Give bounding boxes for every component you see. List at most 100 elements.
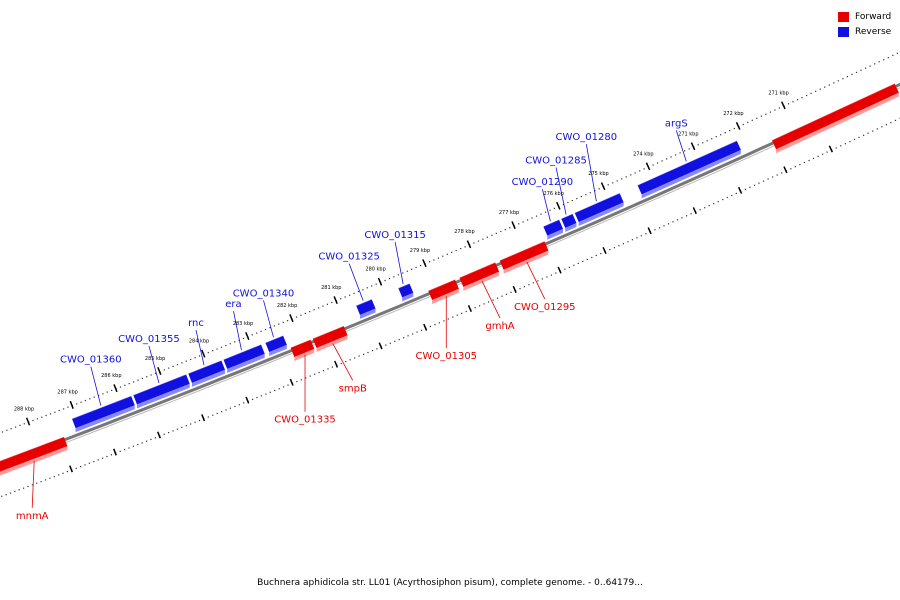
scale-dot	[537, 280, 539, 282]
scale-dot	[792, 101, 794, 103]
tick-label: 274 kbp	[633, 151, 653, 157]
scale-dot	[576, 198, 578, 200]
scale-dot	[146, 440, 148, 442]
gene-bar	[290, 339, 315, 357]
label-leader	[348, 263, 364, 301]
gene-highlight	[637, 140, 737, 186]
gene-CWO_01305	[428, 279, 459, 305]
scale-dot	[639, 170, 641, 172]
scale-dot	[451, 251, 453, 253]
scale-dot	[828, 84, 830, 86]
legend-forward: Forward	[838, 9, 891, 24]
gene-highlight	[0, 436, 65, 462]
scale-dot	[300, 379, 302, 381]
scale-dot	[519, 288, 521, 290]
scale-dot	[652, 164, 654, 166]
scale-dot	[41, 416, 43, 418]
scale-dot	[256, 397, 258, 399]
scale-dot	[141, 377, 143, 379]
gene-label: argS	[665, 118, 688, 129]
scale-dot	[640, 235, 642, 237]
scale-dot	[398, 339, 400, 341]
gene-depth	[578, 202, 624, 227]
tick-label: 286 kbp	[101, 373, 121, 379]
scale-dot	[819, 88, 821, 90]
scale-dot	[585, 194, 587, 196]
scale-dot	[767, 178, 769, 180]
tick-track: 271 kbp 272 kbp 271 kbp 274 kbp 275 kbp 276 k…	[1, 52, 900, 497]
scale-dot	[491, 234, 493, 236]
scale-dot	[80, 466, 82, 468]
scale-dot	[679, 152, 681, 154]
scale-dot	[630, 174, 632, 176]
scale-dot	[567, 201, 569, 204]
gene-bar	[398, 283, 414, 298]
scale-dot	[812, 157, 815, 159]
scale-dot	[36, 418, 38, 420]
scale-dot	[93, 461, 95, 463]
scale-dot	[411, 268, 413, 270]
scale-dot	[896, 52, 898, 54]
scale-dot	[44, 479, 47, 481]
scale-dot	[58, 409, 60, 412]
scale-dot	[63, 408, 65, 410]
scale-dot	[544, 211, 547, 213]
scale-dot	[672, 221, 674, 223]
scale-dot	[686, 215, 688, 217]
scale-dot	[586, 258, 588, 261]
scale-dot	[190, 358, 192, 361]
scale-dot	[758, 182, 760, 184]
gene-highlight	[312, 325, 344, 340]
scale-dot	[769, 111, 771, 113]
scale-dot	[212, 350, 214, 352]
scale-dot	[781, 172, 783, 174]
scale-dot	[580, 196, 582, 198]
label-leader	[195, 330, 205, 366]
minor-tick	[245, 396, 250, 404]
scale-dot	[345, 361, 347, 363]
scale-dot	[119, 386, 122, 388]
scale-dot	[207, 416, 209, 418]
scale-dot	[376, 348, 378, 350]
legend-reverse: Reverse	[838, 24, 891, 39]
scale-dot	[797, 99, 799, 101]
scale-dot	[853, 138, 856, 141]
gene-depth	[402, 292, 414, 302]
scale-dot	[45, 414, 47, 417]
backbone-line	[0, 82, 900, 466]
scale-dot	[461, 312, 463, 314]
scale-dot	[40, 481, 42, 483]
tick-label: 278 kbp	[454, 229, 474, 235]
gene-depth	[0, 446, 68, 476]
scale-dot	[385, 344, 387, 346]
scale-dot	[799, 164, 801, 166]
scale-dot	[331, 301, 333, 304]
scale-dot	[810, 92, 812, 94]
scale-dot	[327, 368, 329, 370]
scale-dot	[128, 447, 130, 449]
scale-dot	[571, 200, 573, 202]
minor-tick	[737, 186, 743, 194]
scale-dot	[406, 270, 408, 272]
scale-dot	[744, 188, 746, 190]
scale-dot	[722, 199, 724, 201]
scale-dot	[367, 351, 369, 354]
scale-dot	[892, 54, 894, 56]
scale-dot	[216, 348, 218, 350]
scale-dot	[225, 344, 227, 347]
label-leader	[675, 130, 687, 162]
scale-dot	[256, 332, 258, 334]
scale-dot	[14, 490, 16, 492]
lower-scale-dots	[1, 117, 900, 497]
scale-dot	[688, 148, 690, 150]
tick-label: 285 kbp	[145, 356, 165, 362]
major-tick	[69, 400, 74, 409]
scale-dot	[765, 113, 767, 115]
tick-label: 272 kbp	[723, 111, 743, 117]
tick-label: 283 kbp	[233, 321, 253, 327]
gene-label: CWO_01335	[274, 415, 336, 426]
scale-dot	[842, 78, 844, 80]
gene-label: CWO_01325	[318, 252, 380, 263]
scale-dot	[412, 333, 414, 335]
major-tick	[201, 349, 206, 358]
